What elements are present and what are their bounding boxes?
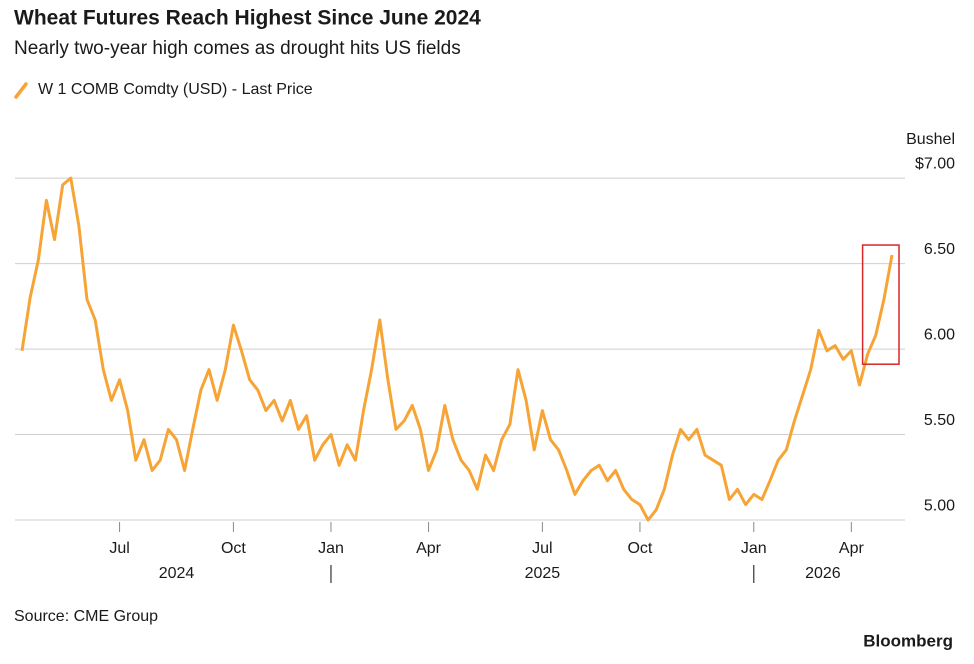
y-axis-label: Bushel — [906, 131, 955, 148]
highlight-box — [861, 244, 900, 365]
legend-swatch — [14, 82, 28, 99]
price-line — [20, 176, 894, 522]
x-tick-label: Oct — [221, 540, 246, 557]
year-label: 2026 — [805, 565, 841, 582]
legend-label: W 1 COMB Comdty (USD) - Last Price — [38, 81, 313, 98]
brand-logo: Bloomberg — [863, 631, 953, 650]
x-tick-label: Apr — [416, 540, 442, 557]
y-tick-label: 6.00 — [924, 326, 955, 343]
y-tick-label: $7.00 — [915, 155, 955, 172]
y-tick-label: 5.00 — [924, 497, 955, 514]
x-tick-label: Jan — [741, 540, 767, 557]
chart-subtitle: Nearly two-year high comes as drought hi… — [14, 38, 461, 59]
chart-title: Wheat Futures Reach Highest Since June 2… — [14, 7, 481, 30]
x-tick-label: Apr — [839, 540, 865, 557]
x-tick-label: Jan — [318, 540, 344, 557]
source-note: Source: CME Group — [14, 608, 158, 625]
y-tick-label: 6.50 — [924, 241, 955, 258]
x-tick-label: Jul — [532, 540, 552, 557]
x-tick-label: Oct — [627, 540, 652, 557]
year-label: 2024 — [159, 565, 195, 582]
year-label: 2025 — [525, 565, 561, 582]
x-tick-label: Jul — [109, 540, 129, 557]
y-tick-label: 5.50 — [924, 412, 955, 429]
